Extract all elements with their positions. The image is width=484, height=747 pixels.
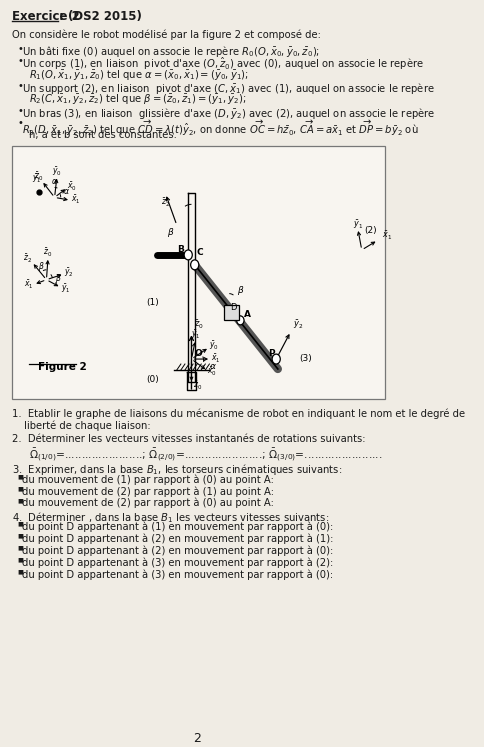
Text: $\bar{y}_1$: $\bar{y}_1$ xyxy=(32,173,42,185)
Text: ■: ■ xyxy=(17,533,23,539)
Text: du point D appartenant à (1) en mouvement par rapport à (0):: du point D appartenant à (1) en mouvemen… xyxy=(22,521,333,532)
Text: $\alpha$: $\alpha$ xyxy=(210,362,217,371)
Text: Un bras (3), en liaison  glissière d'axe $(D,\bar{y}_2)$ avec (2), auquel on ass: Un bras (3), en liaison glissière d'axe … xyxy=(22,105,436,120)
Text: du point D appartenant à (2) en mouvement par rapport à (1):: du point D appartenant à (2) en mouvemen… xyxy=(22,533,333,544)
Circle shape xyxy=(272,354,280,364)
Text: $\bar{y}_1$: $\bar{y}_1$ xyxy=(353,218,363,231)
Text: du mouvement de (2) par rapport à (0) au point A:: du mouvement de (2) par rapport à (0) au… xyxy=(22,498,274,509)
Text: •: • xyxy=(17,118,23,128)
Text: $\bar{z}_2$: $\bar{z}_2$ xyxy=(161,196,170,209)
Text: $\beta$: $\beta$ xyxy=(167,226,175,239)
Text: du mouvement de (2) par rapport à (1) au point A:: du mouvement de (2) par rapport à (1) au… xyxy=(22,486,274,497)
Text: $\bar{z}_2$: $\bar{z}_2$ xyxy=(23,252,32,265)
Text: ■: ■ xyxy=(17,486,23,491)
Text: $\bar{z}_0$: $\bar{z}_0$ xyxy=(44,247,53,259)
Text: $\beta$: $\beta$ xyxy=(55,272,62,285)
Text: $\beta$: $\beta$ xyxy=(237,284,244,297)
Text: h, a et b sont des constantes.: h, a et b sont des constantes. xyxy=(29,131,176,140)
Text: du point D appartenant à (3) en mouvement par rapport à (2):: du point D appartenant à (3) en mouvemen… xyxy=(22,557,333,568)
Text: $R_1(O,\bar{x}_1,\bar{y}_1,\bar{z}_0)$ tel que $\alpha=(\bar{x}_0,\bar{x}_1)=(\b: $R_1(O,\bar{x}_1,\bar{y}_1,\bar{z}_0)$ t… xyxy=(29,69,248,82)
Text: $\bar{y}_2$: $\bar{y}_2$ xyxy=(64,267,74,279)
Text: du point D appartenant à (2) en mouvement par rapport à (0):: du point D appartenant à (2) en mouvemen… xyxy=(22,545,333,556)
Text: •: • xyxy=(17,56,23,66)
Text: Un corps (1), en liaison  pivot d'axe $(O,\hat{z}_0)$ avec (0), auquel on associ: Un corps (1), en liaison pivot d'axe $(O… xyxy=(22,56,424,72)
Text: $\bar{z}_0$: $\bar{z}_0$ xyxy=(34,171,44,184)
Text: $\bar{y}_1$: $\bar{y}_1$ xyxy=(191,328,200,341)
FancyBboxPatch shape xyxy=(12,146,385,399)
Text: $\bar{x}_1$: $\bar{x}_1$ xyxy=(24,279,33,291)
Text: $R_3(D,\bar{x}_1,\bar{y}_2,\bar{z}_2)$ tel que $\overrightarrow{CD}=\lambda(t)\h: $R_3(D,\bar{x}_1,\bar{y}_2,\bar{z}_2)$ t… xyxy=(22,118,419,137)
Text: $\beta$: $\beta$ xyxy=(38,260,45,273)
Text: O: O xyxy=(195,349,202,358)
Text: $\bar{y}_0$: $\bar{y}_0$ xyxy=(209,339,218,352)
Text: $\bar{y}_0$: $\bar{y}_0$ xyxy=(52,165,62,178)
Text: (1): (1) xyxy=(147,297,159,306)
Text: (3): (3) xyxy=(299,354,312,363)
Text: Figure 2: Figure 2 xyxy=(38,362,87,372)
Text: $\bar{x}_0$: $\bar{x}_0$ xyxy=(67,180,76,193)
Text: ■: ■ xyxy=(17,569,23,574)
Circle shape xyxy=(237,316,244,325)
Text: ■: ■ xyxy=(17,557,23,562)
Text: •: • xyxy=(17,105,23,116)
Text: $\bar{x}_0$: $\bar{x}_0$ xyxy=(207,366,217,378)
Text: 1.  Etablir le graphe de liaisons du mécanisme de robot en indiquant le nom et l: 1. Etablir le graphe de liaisons du méca… xyxy=(12,409,465,419)
Text: 2: 2 xyxy=(193,732,201,745)
Text: Un bâti fixe (0) auquel on associe le repère $R_0(O,\bar{x}_0,\bar{y}_0,\bar{z}_: Un bâti fixe (0) auquel on associe le re… xyxy=(22,43,320,59)
Text: On considère le robot modélisé par la figure 2 et composé de:: On considère le robot modélisé par la fi… xyxy=(12,30,321,40)
Text: : (DS2 2015): : (DS2 2015) xyxy=(60,10,142,23)
Text: $R_2(C,\bar{x}_1,\bar{y}_2,\bar{z}_2)$ tel que $\beta=(\bar{z}_0,\bar{z}_1)=(\ba: $R_2(C,\bar{x}_1,\bar{y}_2,\bar{z}_2)$ t… xyxy=(29,93,246,108)
Text: $\bar{x}_1$: $\bar{x}_1$ xyxy=(382,229,392,241)
Text: (2): (2) xyxy=(364,226,377,235)
Text: •: • xyxy=(17,43,23,54)
Text: ■: ■ xyxy=(17,474,23,479)
Text: $\bar{x}_1$: $\bar{x}_1$ xyxy=(211,353,221,365)
Text: $\bar{\Omega}_{(1/0)}$=.......................; $\bar{\Omega}_{(2/0)}$=.........: $\bar{\Omega}_{(1/0)}$=.................… xyxy=(29,447,382,464)
Text: 2.  Déterminer les vecteurs vitesses instantanés de rotations suivants:: 2. Déterminer les vecteurs vitesses inst… xyxy=(12,435,366,444)
Text: $\bar{y}_2$: $\bar{y}_2$ xyxy=(292,318,303,332)
Text: Un support (2), en liaison  pivot d'axe $(C,\bar{x}_1)$ avec (1), auquel on asso: Un support (2), en liaison pivot d'axe $… xyxy=(22,81,435,96)
Text: B: B xyxy=(177,245,184,254)
Text: •: • xyxy=(17,81,23,91)
Circle shape xyxy=(184,250,192,260)
Text: $\bar{x}_1$: $\bar{x}_1$ xyxy=(71,194,81,206)
Text: $\bar{z}_0$: $\bar{z}_0$ xyxy=(194,318,204,331)
Text: C: C xyxy=(197,248,203,257)
Text: $\bar{z}_0$: $\bar{z}_0$ xyxy=(193,380,202,392)
Text: Exercice 2: Exercice 2 xyxy=(12,10,80,23)
Text: $\alpha$: $\alpha$ xyxy=(63,187,70,196)
Bar xyxy=(224,305,239,320)
Text: 4.  Déterminer , dans la base $B_1$ les vecteurs vitesses suivants:: 4. Déterminer , dans la base $B_1$ les v… xyxy=(12,509,330,524)
Text: ■: ■ xyxy=(17,521,23,527)
Text: liberté de chaque liaison:: liberté de chaque liaison: xyxy=(24,421,150,431)
Text: P: P xyxy=(268,349,275,358)
Text: $\bar{y}_1$: $\bar{y}_1$ xyxy=(61,282,71,295)
Text: D: D xyxy=(230,303,236,312)
Text: du mouvement de (1) par rapport à (0) au point A:: du mouvement de (1) par rapport à (0) au… xyxy=(22,474,274,485)
Text: $\alpha$: $\alpha$ xyxy=(50,178,58,187)
Text: A: A xyxy=(244,311,251,320)
Text: (0): (0) xyxy=(147,375,159,384)
Text: 3.  Exprimer, dans la base $B_1$, les torseurs cinématiques suivants:: 3. Exprimer, dans la base $B_1$, les tor… xyxy=(12,462,342,477)
Text: du point D appartenant à (3) en mouvement par rapport à (0):: du point D appartenant à (3) en mouvemen… xyxy=(22,569,333,580)
Text: ■: ■ xyxy=(17,498,23,503)
Circle shape xyxy=(191,260,199,270)
Text: ■: ■ xyxy=(17,545,23,551)
